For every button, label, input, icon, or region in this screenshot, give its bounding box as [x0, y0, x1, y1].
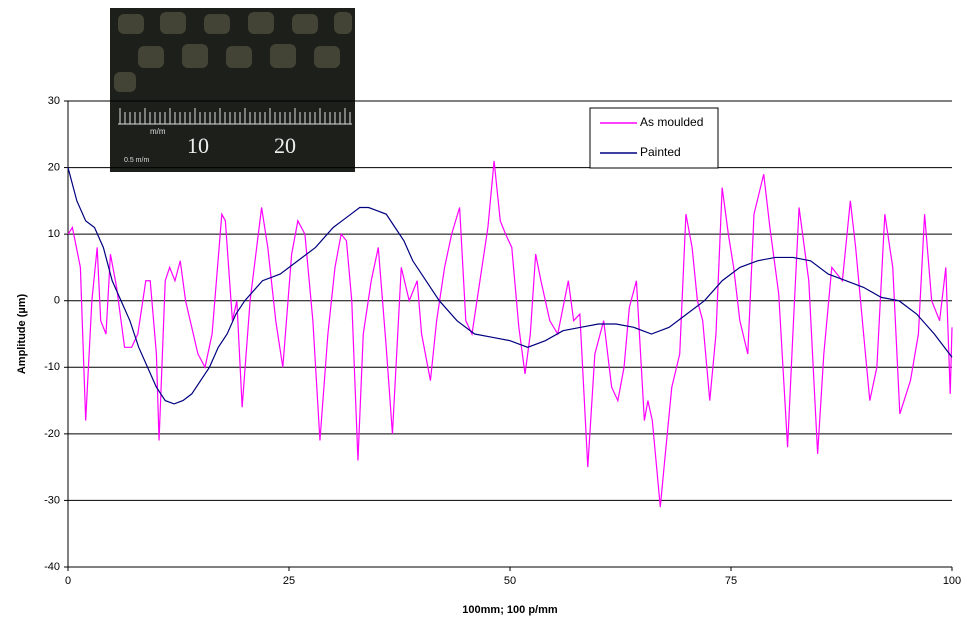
y-tick-label: 20: [48, 161, 60, 173]
x-tick-label: 0: [65, 575, 71, 587]
x-tick-label: 50: [504, 575, 516, 587]
y-tick-label: -10: [44, 361, 60, 373]
x-axis-label: 100mm; 100 p/mm: [462, 604, 558, 616]
legend-box: [589, 107, 719, 169]
legend-label: As moulded: [640, 115, 703, 129]
y-tick-label: 10: [48, 228, 60, 240]
x-tick-label: 75: [725, 575, 737, 587]
y-tick-label: -40: [44, 561, 60, 573]
y-tick-label: 30: [48, 95, 60, 107]
y-tick-label: -20: [44, 428, 60, 440]
inset-text: m/m: [150, 127, 166, 136]
legend-label: Painted: [640, 145, 681, 159]
series-line: [67, 167, 953, 405]
y-tick-label: 0: [54, 295, 60, 307]
y-axis-label: Amplitude (µm): [16, 294, 28, 375]
x-tick-label: 100: [943, 575, 961, 587]
inset-text: 0.5 m/m: [124, 157, 149, 164]
x-tick-label: 25: [283, 575, 295, 587]
inset-photo: m/m 10 20 0.5 m/m: [110, 8, 355, 172]
series-line: [67, 160, 953, 508]
inset-text: 20: [274, 133, 296, 158]
y-tick-label: -30: [44, 494, 60, 506]
inset-text: 10: [187, 133, 209, 158]
